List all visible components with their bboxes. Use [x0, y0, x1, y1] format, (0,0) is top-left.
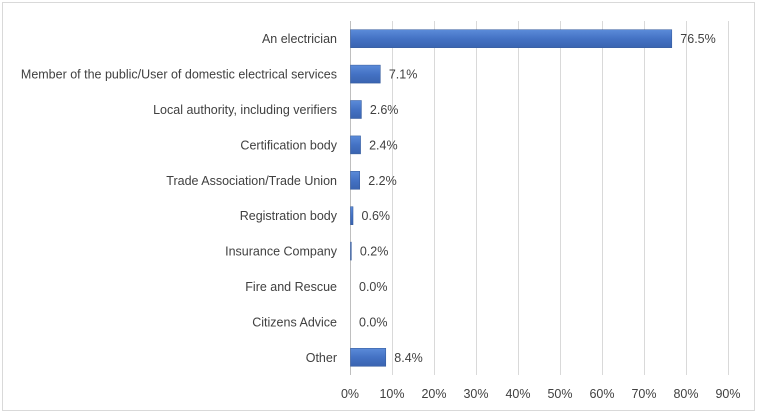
category-labels: An electrician Member of the public/User … [21, 32, 338, 365]
x-tick-label: 50% [547, 387, 572, 401]
data-label: 7.1% [389, 68, 418, 82]
data-labels: 76.5% 7.1% 2.6% 2.4% 2.2% 0.6% 0.2% 0.0% 0.0% 8.4… [359, 32, 716, 365]
x-tick-label: 60% [589, 387, 614, 401]
x-tick-label: 90% [715, 387, 740, 401]
x-tick-label: 0% [341, 387, 359, 401]
bar [350, 348, 387, 367]
data-label: 2.6% [370, 103, 399, 117]
category-label: Certification body [240, 138, 337, 152]
data-label: 0.6% [362, 209, 391, 223]
category-label: Citizens Advice [252, 315, 337, 329]
data-label: 2.2% [368, 174, 397, 188]
bar [350, 100, 362, 119]
bar [350, 135, 361, 155]
category-label: Registration body [240, 209, 338, 223]
bar [350, 206, 354, 225]
bar [350, 241, 352, 261]
category-label: Insurance Company [225, 245, 338, 259]
category-label: Fire and Rescue [245, 280, 337, 294]
x-tick-labels: 0% 10% 20% 30% 40% 50% 60% 70% 80% 90% [341, 387, 741, 401]
data-label: 2.4% [369, 138, 398, 152]
data-label: 76.5% [680, 32, 715, 46]
x-tick-label: 20% [421, 387, 446, 401]
x-tick-label: 10% [379, 387, 404, 401]
x-tick-label: 80% [673, 387, 698, 401]
bars [350, 29, 673, 367]
data-label: 0.0% [359, 280, 388, 294]
category-label: Other [306, 351, 337, 365]
category-label: An electrician [262, 32, 337, 46]
x-tick-label: 40% [505, 387, 530, 401]
bar [350, 29, 673, 48]
data-label: 0.0% [359, 315, 388, 329]
bar [350, 171, 360, 190]
category-label: Member of the public/User of domestic el… [21, 68, 337, 82]
x-tick-label: 70% [631, 387, 656, 401]
category-label: Local authority, including verifiers [153, 103, 337, 117]
data-label: 8.4% [394, 351, 423, 365]
bar [350, 64, 381, 84]
data-label: 0.2% [360, 245, 389, 259]
x-tick-label: 30% [463, 387, 488, 401]
category-label: Trade Association/Trade Union [166, 174, 337, 188]
